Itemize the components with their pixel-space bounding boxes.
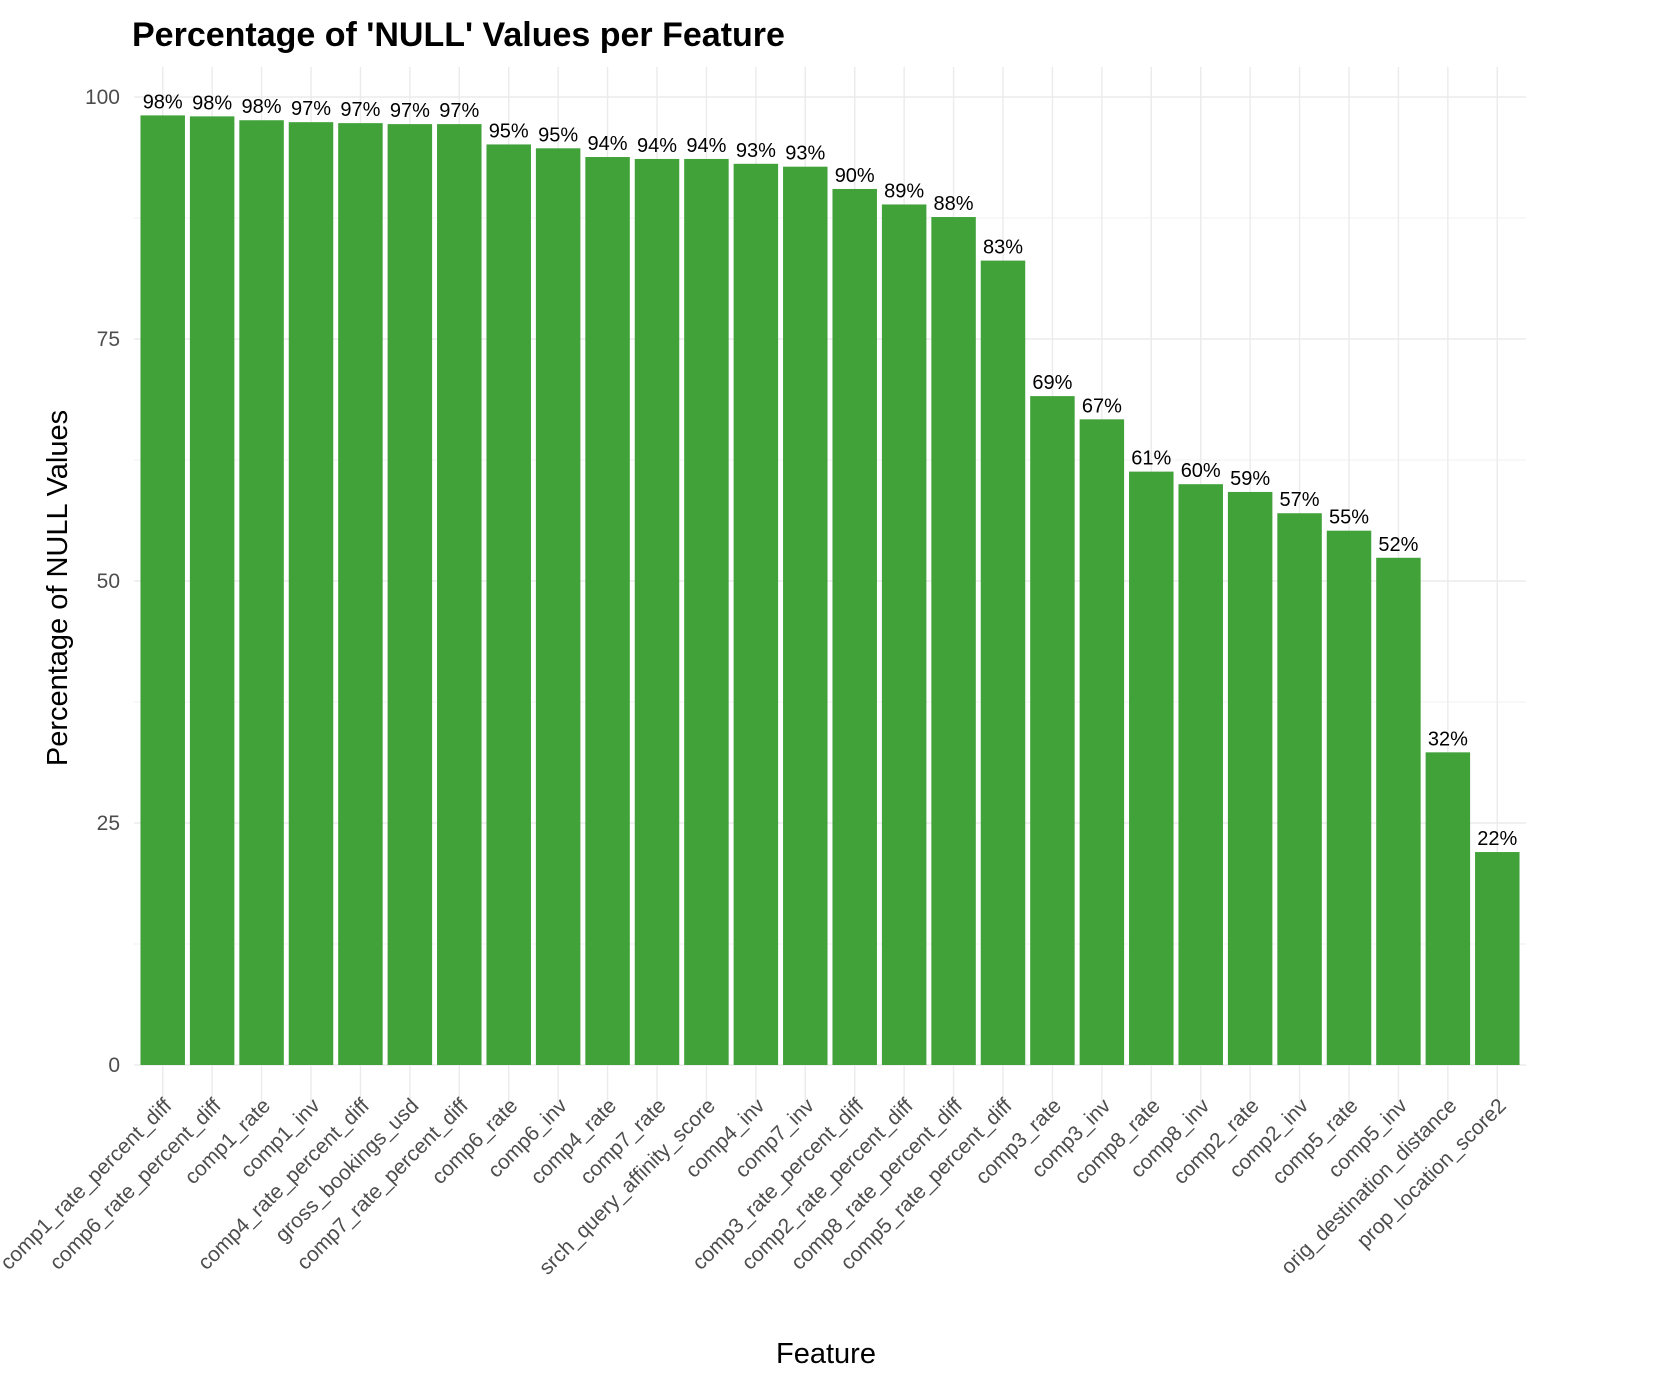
data-label: 52% [1378,534,1418,556]
data-label: 32% [1428,728,1468,750]
data-label: 94% [686,135,726,157]
bar [1277,513,1322,1065]
bar [486,144,531,1065]
bar [387,124,433,1065]
data-label: 88% [934,193,974,215]
data-label: 60% [1181,460,1221,482]
bar [931,217,976,1066]
bar [1376,557,1421,1065]
data-label: 97% [439,100,479,122]
bar [684,158,729,1065]
y-tick-label: 100 [85,86,120,109]
bar [783,166,828,1066]
data-label: 98% [143,91,183,113]
data-label: 93% [736,140,776,162]
data-label: 98% [192,92,232,114]
bar [1030,396,1075,1065]
data-label: 95% [538,124,578,146]
bar [832,188,877,1065]
bar [1129,471,1174,1066]
bar [634,158,680,1065]
bar [1178,484,1223,1065]
bars [140,115,1520,1066]
y-axis-title: Percentage of NULL Values [42,410,74,766]
y-tick-label: 75 [97,328,120,351]
bar [288,122,334,1066]
data-label: 98% [242,96,282,118]
data-label: 61% [1131,448,1171,470]
data-label: 95% [489,120,529,142]
bar [1227,491,1273,1066]
chart-title: Percentage of 'NULL' Values per Feature [132,16,785,54]
bar [1425,752,1471,1065]
bar [1475,852,1520,1065]
data-label: 97% [291,98,331,120]
bar [1079,419,1125,1065]
y-tick-label: 50 [97,570,120,593]
y-tick-label: 0 [108,1054,120,1077]
bar [437,124,482,1065]
x-axis-title: Feature [776,1338,876,1370]
bar [140,115,185,1066]
data-label: 83% [983,237,1023,259]
data-label: 97% [340,99,380,121]
bar [1326,530,1372,1065]
bar [239,120,284,1066]
bar [980,260,1026,1065]
data-label: 69% [1032,372,1072,394]
bar [881,204,927,1065]
data-label: 94% [637,135,677,157]
data-label: 90% [835,165,875,187]
data-label: 55% [1329,507,1369,529]
bar [733,163,779,1066]
data-label: 89% [884,180,924,202]
bar [189,116,235,1066]
data-label: 94% [588,133,628,155]
data-label: 57% [1280,489,1320,511]
data-label: 22% [1477,828,1517,850]
y-axis-ticks: 0 25 50 75 100 [85,86,120,1077]
data-label: 93% [785,143,825,165]
data-label: 67% [1082,395,1122,417]
data-labels: 98% 98% 98% 97% 97% 97% 97% 95% 95% 94% 94% 94% 93% 9… [143,91,1518,850]
y-tick-label: 25 [97,812,120,835]
bar [338,123,383,1066]
bar [585,157,630,1066]
data-label: 59% [1230,468,1270,490]
bar [535,148,581,1065]
data-label: 97% [390,100,430,122]
